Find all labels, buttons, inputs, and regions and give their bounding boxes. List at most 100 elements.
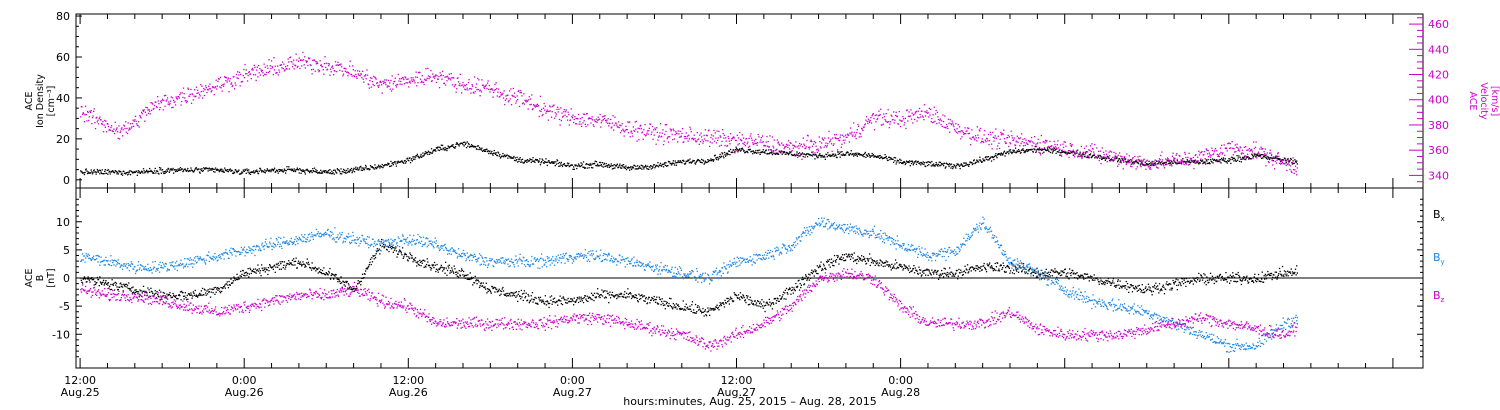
data-point-Bx [189, 294, 191, 296]
data-point-series-right [128, 129, 130, 131]
data-point-series-right [779, 150, 782, 152]
data-point-series-left [107, 173, 109, 175]
data-point-series-right [1022, 138, 1024, 140]
data-point-series-left [789, 151, 791, 153]
data-point-series-right [491, 88, 493, 90]
data-point-series-right [306, 60, 308, 62]
data-point-Bx [675, 303, 678, 305]
data-point-series-left [477, 145, 479, 147]
data-point-series-left [1197, 162, 1199, 164]
data-point-Bx [345, 281, 348, 284]
data-point-series-right [162, 109, 164, 111]
data-point-series-right [1179, 155, 1181, 157]
data-point-Bx [598, 294, 601, 296]
data-point-Bx [555, 301, 557, 304]
data-point-series-left [566, 162, 569, 164]
data-point-series-left [661, 163, 663, 166]
data-point-series-left [1119, 161, 1121, 163]
data-point-series-left [90, 169, 92, 171]
data-point-series-right [729, 143, 731, 145]
data-point-Bx [150, 287, 152, 289]
data-point-series-left [200, 168, 202, 170]
data-point-Bx [232, 282, 234, 284]
data-point-series-right [799, 145, 801, 147]
data-point-series-right [560, 119, 562, 122]
data-point-series-left [1277, 157, 1279, 159]
data-point-series-left [1181, 163, 1183, 165]
data-point-series-right [1273, 157, 1275, 159]
data-point-Bx [649, 302, 651, 304]
data-point-series-right [89, 111, 92, 113]
data-point-series-right [827, 143, 829, 145]
data-point-Bx [193, 292, 195, 294]
data-point-series-right [441, 70, 444, 72]
data-point-series-left [175, 169, 177, 171]
data-point-Bx [661, 298, 663, 300]
data-point-Bx [246, 274, 248, 276]
data-point-series-right [1228, 142, 1230, 144]
data-point-series-right [1138, 159, 1140, 161]
data-point-series-left [425, 151, 428, 153]
data-point-series-left [1233, 157, 1236, 159]
data-point-Bx [657, 303, 660, 305]
data-point-series-left [1142, 164, 1144, 166]
data-point-Bx [240, 270, 242, 273]
data-point-series-right [1013, 139, 1015, 141]
data-point-series-left [739, 148, 741, 150]
data-point-Bx [99, 281, 102, 283]
data-point-series-right [1045, 141, 1047, 143]
data-point-series-left [326, 172, 329, 174]
data-point-Bx [502, 286, 504, 289]
data-point-series-left [606, 166, 609, 168]
data-point-Bx [342, 281, 345, 283]
data-point-series-left [811, 151, 813, 153]
data-point-series-left [963, 165, 966, 167]
data-point-series-right [175, 96, 177, 98]
data-point-Bx [516, 295, 518, 297]
data-point-series-left [484, 149, 486, 151]
data-point-series-left [125, 173, 127, 175]
data-point-Bx [642, 295, 644, 297]
data-point-series-right [833, 134, 836, 136]
data-point-series-right [907, 115, 910, 117]
data-point-series-right [798, 147, 800, 149]
data-point-Bx [656, 302, 658, 304]
data-point-Bx [241, 269, 244, 272]
data-point-series-right [384, 79, 386, 81]
data-point-series-right [1122, 168, 1124, 170]
data-point-series-left [858, 153, 860, 155]
data-point-series-right [284, 69, 286, 71]
data-point-series-left [610, 163, 612, 165]
data-point-series-right [989, 140, 991, 142]
data-point-series-right [344, 70, 346, 72]
data-point-Bx [461, 269, 463, 271]
data-point-Bx [589, 297, 591, 299]
data-point-Bx [546, 300, 548, 302]
data-point-Bx [559, 295, 561, 297]
data-point-series-right [338, 64, 340, 66]
data-point-series-right [582, 122, 584, 124]
data-point-series-right [344, 67, 346, 69]
data-point-series-right [1126, 153, 1128, 155]
data-point-series-right [846, 133, 849, 135]
data-point-series-right [537, 105, 539, 107]
data-point-series-left [1243, 157, 1245, 159]
data-point-series-left [165, 171, 167, 173]
data-point-series-right [1267, 161, 1270, 163]
data-point-series-right [374, 77, 377, 79]
data-point-series-right [457, 81, 460, 83]
data-point-series-left [441, 144, 444, 146]
data-point-series-left [1102, 156, 1105, 158]
data-point-series-right [808, 146, 810, 148]
data-point-series-right [176, 98, 178, 100]
data-point-series-right [466, 87, 468, 89]
data-point-series-right [937, 116, 939, 118]
data-point-series-left [142, 168, 145, 170]
data-point-series-right [935, 109, 937, 112]
data-point-series-right [350, 73, 353, 76]
data-point-series-left [291, 168, 294, 170]
data-point-series-left [599, 164, 601, 167]
data-point-series-left [960, 163, 962, 165]
data-point-series-right [1054, 143, 1056, 146]
data-point-series-left [868, 153, 870, 155]
